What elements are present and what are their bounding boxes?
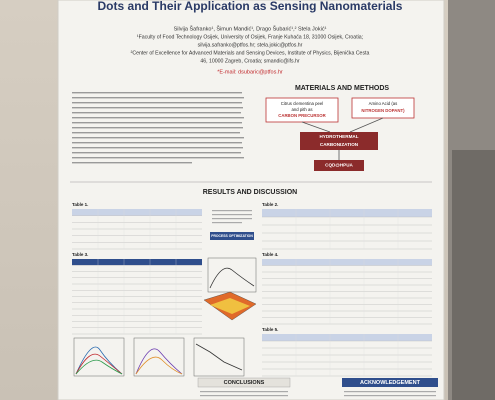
section-header: RESULTS AND DISCUSSION bbox=[203, 189, 298, 196]
poster bbox=[57, 0, 445, 400]
section-header: CONCLUSIONS bbox=[224, 380, 265, 386]
flow-text: Amino Acid (as bbox=[369, 101, 398, 106]
table-caption: Table 2. bbox=[262, 202, 278, 207]
table-caption: Table 5. bbox=[262, 327, 278, 332]
table-header bbox=[262, 259, 432, 266]
table-caption: Table 3. bbox=[72, 252, 88, 257]
tables: Table 1. Table 2. Table 3. Table 4. Table 5. bbox=[72, 202, 432, 377]
flow-text: PROCESS OPTIMIZATION bbox=[211, 234, 253, 238]
flow-text: HYDROTHERMAL bbox=[319, 134, 358, 139]
table-header bbox=[262, 334, 432, 341]
table-caption: Table 4. bbox=[262, 252, 278, 257]
flow-box bbox=[210, 232, 254, 240]
table-caption: Table 1. bbox=[72, 202, 88, 207]
charts bbox=[73, 257, 257, 377]
flow-arrow bbox=[301, 117, 384, 133]
flow-text: Citrus clementina peel bbox=[281, 101, 324, 106]
table-header bbox=[262, 209, 432, 217]
flow-text: CQD@HPUA bbox=[325, 163, 353, 168]
body-text bbox=[200, 391, 436, 397]
email: *E-mail: dsubaric@ptfos.hr bbox=[217, 69, 283, 75]
affiliation: ¹Faculty of Food Technology Osijek, Univ… bbox=[137, 34, 363, 40]
section-header: ACKNOWLEDGEMENT bbox=[360, 380, 421, 386]
affiliation: silvija.safranko@ptfos.hr; stela.jokic@p… bbox=[198, 42, 303, 48]
flow-text: NITROGEN DOPANT) bbox=[361, 108, 405, 113]
section-header: MATERIALS AND METHODS bbox=[295, 85, 389, 92]
flow-text: CARBONIZATION bbox=[320, 142, 359, 147]
caption-text bbox=[212, 210, 252, 224]
door bbox=[452, 150, 495, 400]
affiliation: ²Center of Excellence for Advanced Mater… bbox=[131, 50, 370, 56]
table-header bbox=[72, 259, 202, 266]
poster-title: Dots and Their Application as Sensing Na… bbox=[98, 0, 403, 13]
flow-text: and pith as bbox=[291, 107, 312, 112]
authors: Silvija Šafranko¹, Šimun Mandić¹, Drago … bbox=[174, 25, 327, 32]
flow-box bbox=[314, 160, 364, 171]
intro-text bbox=[72, 92, 244, 164]
flow-box bbox=[300, 132, 378, 150]
section-box bbox=[197, 377, 291, 388]
table-header bbox=[72, 209, 202, 216]
affiliation: 46, 10000 Zagreb, Croatia; smandic@ifs.h… bbox=[200, 58, 300, 64]
section-box bbox=[342, 378, 438, 387]
flow-text: CARBON PRECURSOR bbox=[278, 113, 326, 118]
